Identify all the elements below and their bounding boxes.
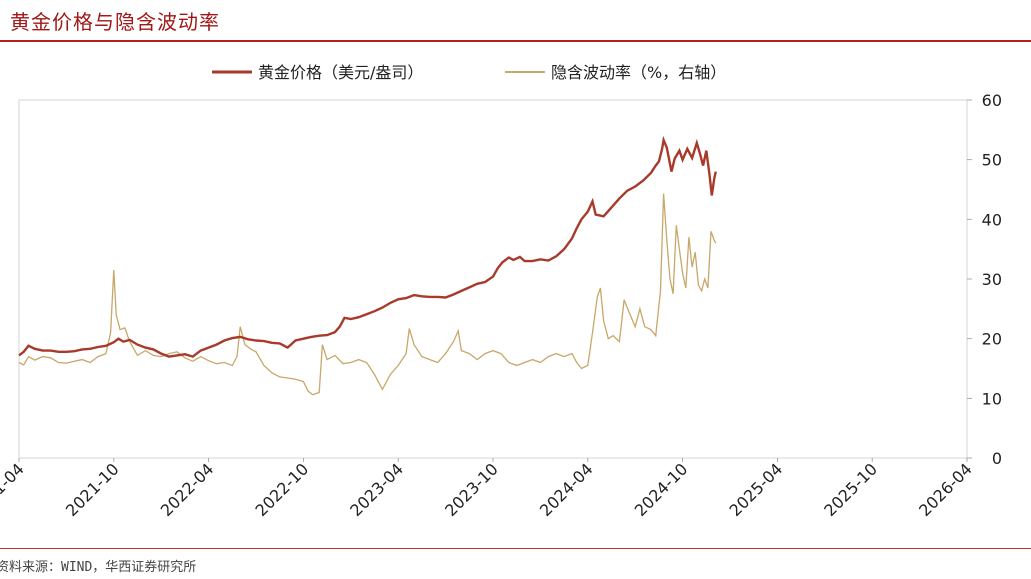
x-axis-tick-label: 2021-10 bbox=[62, 459, 123, 520]
title-divider bbox=[0, 40, 1031, 42]
x-axis-tick-label: 2024-10 bbox=[631, 459, 692, 520]
right-axis-tick-label: 0 bbox=[992, 449, 1002, 468]
x-axis-tick-label: 2023-04 bbox=[346, 459, 407, 520]
footer-divider bbox=[0, 548, 1031, 549]
implied-vol-line bbox=[18, 193, 717, 396]
x-axis-tick-label: 2022-04 bbox=[157, 459, 218, 520]
right-axis-tick-label: 20 bbox=[982, 330, 1002, 349]
legend-label-gold-price: 黄金价格（美元/盎司） bbox=[258, 63, 423, 82]
x-axis-tick-label: 2026-04 bbox=[915, 459, 976, 520]
right-axis-tick-label: 60 bbox=[982, 91, 1002, 110]
right-axis-tick-label: 40 bbox=[982, 210, 1002, 229]
x-axis-tick-label: 2025-04 bbox=[726, 459, 787, 520]
plot-area bbox=[18, 99, 968, 459]
gold-price-line bbox=[18, 135, 717, 358]
legend-label-implied-vol: 隐含波动率（%，右轴） bbox=[551, 63, 726, 82]
right-axis-tick-label: 10 bbox=[982, 389, 1002, 408]
right-axis: 60 50 40 30 20 10 0 bbox=[967, 91, 1002, 468]
right-axis-tick-label: 50 bbox=[982, 151, 1002, 170]
page-title: 黄金价格与隐含波动率 bbox=[10, 10, 220, 34]
x-axis: 2021-04 2021-10 2022-04 2022-10 2023-04 2023-… bbox=[0, 458, 976, 520]
x-axis-tick-label: 2022-10 bbox=[252, 459, 313, 520]
x-axis-tick-label: 2021-04 bbox=[0, 459, 28, 520]
x-axis-tick-label: 2024-04 bbox=[536, 459, 597, 520]
legend: 黄金价格（美元/盎司） 隐含波动率（%，右轴） bbox=[212, 63, 726, 82]
source-note: 资料来源：WIND，华西证券研究所 bbox=[0, 560, 197, 575]
x-axis-tick-label: 2023-10 bbox=[441, 459, 502, 520]
right-axis-tick-label: 30 bbox=[982, 270, 1002, 289]
x-axis-tick-label: 2025-10 bbox=[820, 459, 881, 520]
